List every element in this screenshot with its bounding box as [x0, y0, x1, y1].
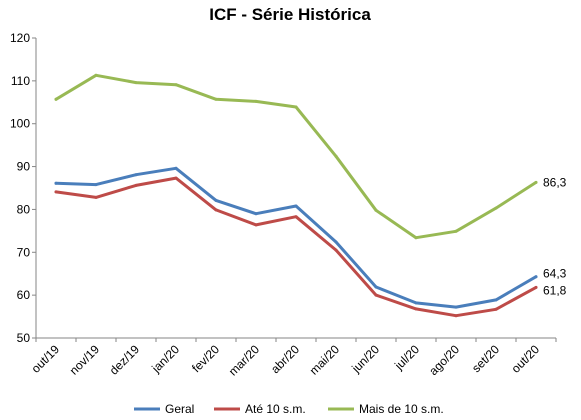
- data-point: [94, 183, 98, 187]
- y-axis-ticks: 50 60 70 80 90 100 110 120: [10, 31, 36, 345]
- x-axis-ticks: out/19 nov/19 dez/19 jan/20 fev/20 mar/20 abr/…: [29, 338, 557, 379]
- x-tick-label: out/20: [509, 342, 543, 376]
- data-point: [414, 301, 418, 305]
- data-point: [134, 81, 138, 85]
- data-point: [374, 293, 378, 297]
- data-point: [534, 275, 538, 279]
- legend: Geral Até 10 s.m. Mais de 10 s.m.: [134, 402, 444, 416]
- data-point: [214, 97, 218, 101]
- data-point: [294, 215, 298, 219]
- data-point: [174, 176, 178, 180]
- x-tick-label: out/19: [29, 342, 63, 376]
- data-point: [214, 198, 218, 202]
- data-point: [454, 229, 458, 233]
- x-tick-label: ago/20: [426, 342, 462, 378]
- data-point: [254, 99, 258, 103]
- data-point: [334, 154, 338, 158]
- data-point: [254, 223, 258, 227]
- axes: [35, 38, 556, 339]
- data-point: [494, 307, 498, 311]
- end-value-label: 86,3: [543, 175, 567, 189]
- data-point: [454, 305, 458, 309]
- data-labels: 64,3 61,8 86,3: [543, 175, 567, 297]
- data-point: [334, 240, 338, 244]
- y-tick-label: 60: [17, 288, 31, 302]
- data-point: [254, 212, 258, 216]
- legend-label: Geral: [165, 402, 194, 416]
- x-tick-label: fev/20: [189, 342, 222, 375]
- data-point: [174, 83, 178, 87]
- data-point: [534, 180, 538, 184]
- data-point: [414, 307, 418, 311]
- data-point: [134, 173, 138, 177]
- data-point: [54, 97, 58, 101]
- y-tick-label: 120: [10, 31, 30, 45]
- x-tick-label: mai/20: [307, 342, 343, 378]
- data-point: [494, 298, 498, 302]
- x-tick-label: nov/19: [67, 342, 103, 378]
- data-point: [94, 73, 98, 77]
- data-point: [494, 206, 498, 210]
- data-point: [334, 248, 338, 252]
- data-point: [174, 166, 178, 170]
- data-point: [454, 314, 458, 318]
- x-tick-label: jul/20: [391, 342, 422, 373]
- data-point: [374, 285, 378, 289]
- x-tick-label: dez/19: [107, 342, 143, 378]
- y-tick-label: 90: [17, 160, 31, 174]
- data-point: [294, 105, 298, 109]
- series-line-3: [54, 73, 538, 240]
- x-tick-label: set/20: [469, 342, 502, 375]
- series-lines: [54, 73, 538, 318]
- chart-title: ICF - Série Histórica: [209, 5, 371, 24]
- data-point: [534, 285, 538, 289]
- data-point: [374, 208, 378, 212]
- x-tick-label: jan/20: [148, 342, 182, 376]
- series-line-2: [54, 176, 538, 318]
- data-point: [94, 195, 98, 199]
- data-point: [214, 208, 218, 212]
- data-point: [294, 204, 298, 208]
- end-value-label: 64,3: [543, 267, 567, 281]
- end-value-label: 61,8: [543, 283, 567, 297]
- y-tick-label: 80: [17, 202, 31, 216]
- y-tick-label: 110: [11, 74, 30, 88]
- data-point: [54, 181, 58, 185]
- x-tick-label: jun/20: [348, 342, 382, 376]
- y-tick-label: 50: [17, 331, 31, 345]
- data-point: [54, 190, 58, 194]
- data-point: [414, 236, 418, 240]
- legend-label: Até 10 s.m.: [245, 402, 306, 416]
- x-tick-label: abr/20: [268, 342, 302, 376]
- y-tick-label: 70: [17, 245, 31, 259]
- x-tick-label: mar/20: [226, 342, 263, 379]
- legend-label: Mais de 10 s.m.: [359, 402, 444, 416]
- y-tick-label: 100: [10, 117, 30, 131]
- data-point: [134, 183, 138, 187]
